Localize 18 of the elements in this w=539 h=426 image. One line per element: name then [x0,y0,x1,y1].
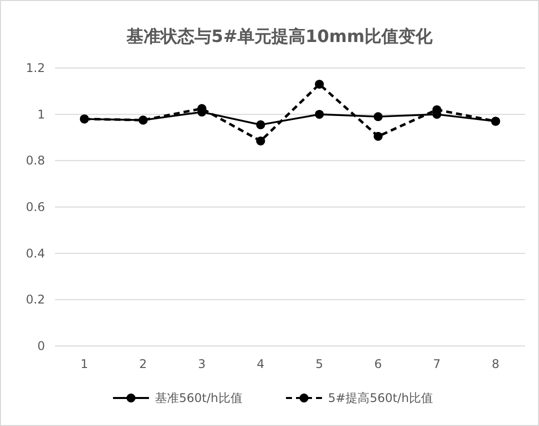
x-tick-label: 4 [256,357,264,371]
y-tick-label: 0.2 [26,292,45,307]
chart-title: 基准状态与5#单元提高10mm比值变化 [125,27,434,47]
x-tick-label: 7 [433,357,441,371]
y-tick-label: 1 [37,107,45,122]
y-tick-label: 0.6 [26,200,45,214]
y-tick-label: 0.8 [26,154,45,168]
legend-label: 5#提高560t/h比值 [328,391,433,405]
x-tick-label: 2 [139,357,147,371]
y-tick-label: 0.4 [26,246,45,260]
x-tick-label: 5 [316,357,324,371]
legend-label: 基准560t/h比值 [155,391,242,405]
x-tick-label: 3 [198,357,206,371]
y-tick-label: 1.2 [26,61,45,75]
x-tick-label: 8 [492,357,500,371]
y-tick-label: 0 [37,339,45,353]
x-tick-label: 6 [374,357,382,371]
x-tick-label: 1 [80,357,88,371]
